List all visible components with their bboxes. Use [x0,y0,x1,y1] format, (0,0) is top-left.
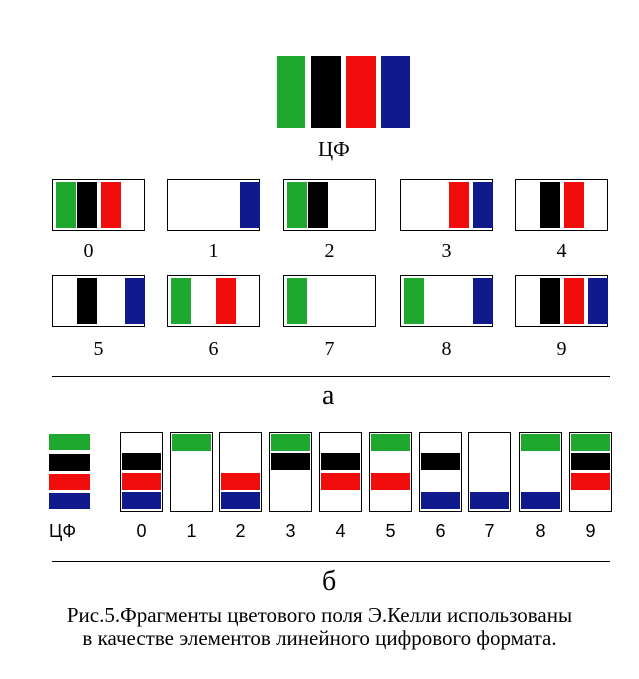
stripe-red [216,278,236,324]
section-b-divider [52,561,610,562]
digit-box-a-3 [400,179,493,231]
digit-label-a-2: 2 [324,240,335,262]
digit-box-b-1 [170,432,213,512]
digit-box-a-2 [283,179,376,231]
digit-box-a-5 [52,275,145,327]
bar-red [221,473,260,490]
top-legend-label: ЦФ [318,137,350,161]
bar-blue [421,492,460,509]
stripe-green [56,182,76,228]
digit-label-b-8: 8 [535,521,546,541]
bar-black [122,453,161,470]
digit-label-b-3: 3 [285,521,296,541]
stripe-green [287,182,307,228]
digit-label-a-3: 3 [441,240,452,262]
legend-bar-black [49,454,90,471]
digit-label-b-6: 6 [435,521,446,541]
bar-black [421,453,460,470]
digit-label-b-1: 1 [186,521,197,541]
digit-box-b-3 [269,432,312,512]
bar-blue [221,492,260,509]
digit-box-a-9 [515,275,608,327]
bar-green [271,434,310,451]
stripe-black [77,182,97,228]
stripe-red [449,182,469,228]
digit-label-b-7: 7 [484,521,495,541]
digit-label-a-4: 4 [556,240,567,262]
digit-box-a-0 [52,179,145,231]
stripe-black [77,278,97,324]
stripe-black [540,278,560,324]
bar-green [571,434,610,451]
bar-black [571,453,610,470]
digit-box-b-6 [419,432,462,512]
digit-box-a-4 [515,179,608,231]
top-stripe-black [311,56,341,128]
digit-label-b-9: 9 [585,521,596,541]
bar-red [321,473,360,490]
bar-red [371,473,410,490]
digit-box-a-6 [167,275,260,327]
section-b-label: б [322,566,337,597]
digit-box-b-2 [219,432,262,512]
figure-caption-line1: Рис.5.Фрагменты цветового поля Э.Келли и… [66,603,573,627]
digit-box-b-5 [369,432,412,512]
digit-label-a-0: 0 [83,240,94,262]
stripe-black [540,182,560,228]
stripe-red [101,182,121,228]
bar-green [371,434,410,451]
stripe-blue [125,278,145,324]
digit-label-b-4: 4 [335,521,346,541]
digit-box-b-8 [519,432,562,512]
bar-blue [521,492,560,509]
bar-red [571,473,610,490]
legend-bar-green [49,434,90,450]
section-b-legend-label: ЦФ [49,521,76,541]
section-a-divider [52,376,610,377]
digit-label-a-9: 9 [556,338,567,360]
digit-label-a-1: 1 [208,240,219,262]
stripe-red [564,182,584,228]
digit-box-b-0 [120,432,163,512]
digit-box-a-1 [167,179,260,231]
digit-label-b-0: 0 [136,521,147,541]
stripe-blue [473,278,493,324]
digit-box-a-8 [400,275,493,327]
bar-black [321,453,360,470]
top-stripe-blue [381,56,410,128]
figure-caption-line2: в качестве элементов линейного цифрового… [82,626,557,650]
stripe-green [287,278,307,324]
bar-blue [122,492,161,509]
digit-box-a-7 [283,275,376,327]
stripe-blue [240,182,260,228]
digit-box-b-9 [569,432,612,512]
section-a-label: а [322,380,335,411]
stripe-red [564,278,584,324]
digit-box-b-7 [468,432,511,512]
stripe-green [404,278,424,324]
digit-label-a-5: 5 [93,338,104,360]
digit-label-a-8: 8 [441,338,452,360]
stripe-blue [473,182,493,228]
stripe-blue [588,278,608,324]
bar-green [521,434,560,451]
bar-blue [470,492,509,509]
stripe-green [171,278,191,324]
digit-label-b-2: 2 [235,521,246,541]
digit-label-a-7: 7 [324,338,335,360]
top-stripe-green [277,56,305,128]
bar-red [122,473,161,490]
digit-label-b-5: 5 [385,521,396,541]
stripe-black [308,182,328,228]
legend-bar-blue [49,493,90,509]
digit-box-b-4 [319,432,362,512]
bar-black [271,453,310,470]
bar-green [172,434,211,451]
legend-bar-red [49,474,90,490]
digit-label-a-6: 6 [208,338,219,360]
top-stripe-red [346,56,376,128]
